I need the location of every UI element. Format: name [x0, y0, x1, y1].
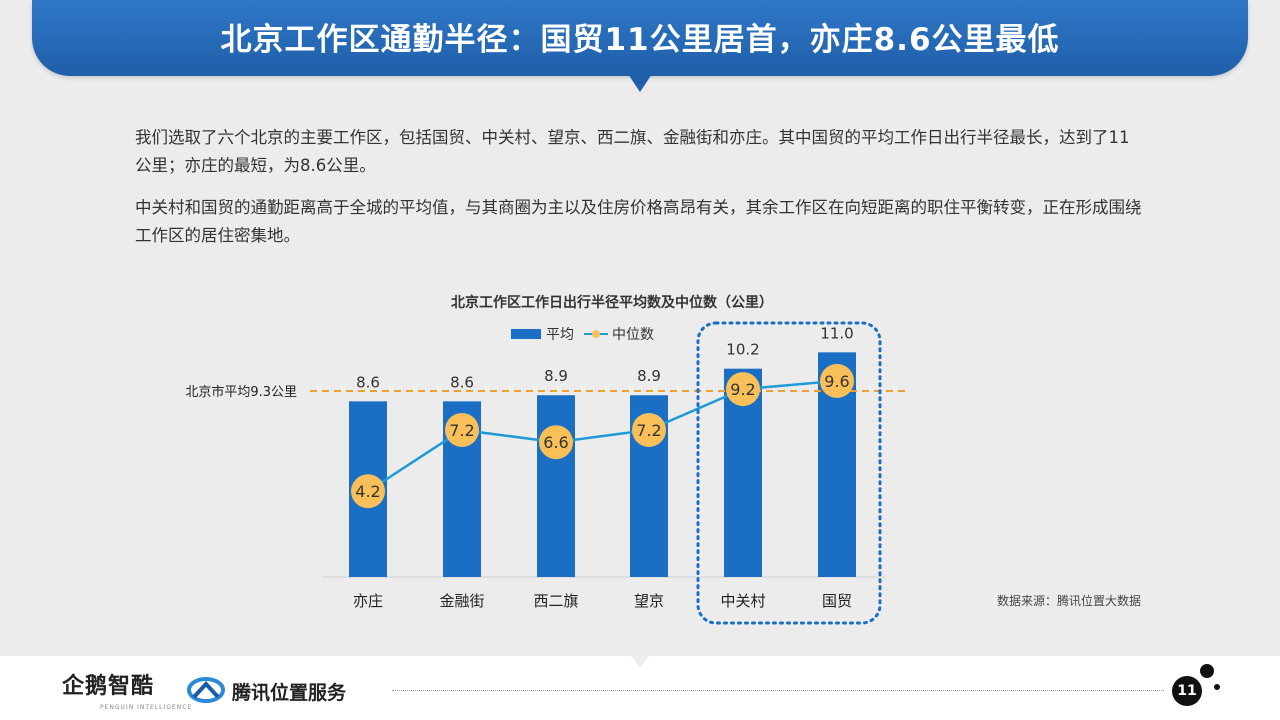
legend-label-line: 中位数 — [612, 327, 654, 343]
median-marker — [632, 412, 666, 447]
intro-paragraph: 我们选取了六个北京的主要工作区，包括国贸、中关村、望京、西二旗、金融街和亦庄。其… — [135, 128, 1130, 175]
page-number: 11 — [1172, 676, 1202, 706]
penguin-intelligence-logo: 企鹅智酷 — [62, 674, 155, 699]
banner-pointer — [628, 74, 652, 92]
median-marker — [351, 474, 385, 509]
tencent-location-service-logo: 腾讯位置服务 — [232, 682, 347, 704]
median-marker — [539, 425, 573, 460]
median-value-label: 7.2 — [449, 421, 474, 440]
x-tick-label: 国贸 — [822, 592, 852, 610]
x-tick-label: 中关村 — [720, 592, 765, 610]
x-tick-label: 金融街 — [439, 592, 484, 610]
bar-value-label: 8.6 — [450, 373, 474, 391]
footer-divider — [392, 690, 1164, 691]
legend-swatch-bar — [511, 329, 541, 339]
median-value-label: 9.6 — [824, 372, 849, 391]
highlight-box — [696, 321, 882, 625]
chart-title: 北京工作区工作日出行半径平均数及中位数（公里） — [451, 294, 773, 311]
bar — [537, 395, 575, 577]
median-value-label: 4.2 — [355, 482, 380, 501]
bar-value-label: 11.0 — [820, 324, 853, 342]
footer-pointer — [630, 654, 650, 668]
x-tick-label: 西二旗 — [533, 592, 578, 610]
data-source: 数据来源：腾讯位置大数据 — [997, 593, 1141, 608]
median-value-label: 7.2 — [636, 421, 661, 440]
page-title: 北京工作区通勤半径：国贸11公里居首，亦庄8.6公里最低 — [220, 22, 1060, 58]
x-tick-label: 望京 — [634, 592, 664, 610]
commute-radius-chart: 北京工作区工作日出行半径平均数及中位数（公里） 平均 中位数 8.6 亦庄 8.6 金融街 8… — [185, 294, 1141, 625]
legend-label-bar: 平均 — [546, 327, 574, 343]
median-marker — [726, 372, 760, 407]
tencent-location-icon — [187, 677, 225, 703]
median-series-line — [367, 379, 838, 493]
bar-value-label: 10.2 — [726, 341, 759, 359]
reference-line-label: 北京市平均9.3公里 — [185, 384, 297, 400]
x-tick-label: 亦庄 — [353, 592, 383, 610]
bar-value-label: 8.6 — [356, 373, 380, 391]
title-banner: 北京工作区通勤半径：国贸11公里居首，亦庄8.6公里最低 — [32, 0, 1248, 76]
median-marker — [445, 412, 479, 447]
analysis-paragraph: 中关村和国贸的通勤距离高于全城的平均值，与其商圈为主以及住房价格高昂有关，其余工… — [135, 198, 1142, 245]
median-value-label: 6.6 — [543, 433, 568, 452]
decor-dot-small — [1214, 684, 1220, 690]
legend-swatch-marker — [592, 330, 600, 338]
decor-dot — [1200, 664, 1214, 678]
penguin-intelligence-subtitle: PENGUIN INTELLIGENCE — [100, 704, 193, 711]
median-value-label: 9.2 — [730, 380, 755, 399]
median-marker — [820, 363, 854, 398]
bar-value-label: 8.9 — [637, 367, 661, 385]
bar-value-label: 8.9 — [544, 367, 568, 385]
